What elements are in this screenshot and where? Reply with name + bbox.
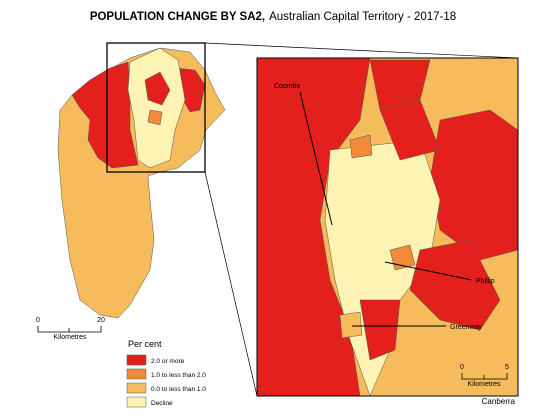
scale-unit: Kilometres [467, 381, 501, 388]
region [349, 134, 373, 159]
legend-title: Per cent [128, 339, 162, 349]
scale-unit: Kilometres [53, 334, 87, 341]
leader-line [384, 261, 473, 281]
place-label: Coombs [274, 83, 301, 90]
leader-line [299, 91, 333, 226]
main-map [57, 47, 226, 319]
scale-line [37, 326, 102, 333]
region [144, 71, 171, 106]
region [359, 299, 401, 361]
connector [204, 171, 258, 397]
legend-label: 2.0 or more [151, 358, 185, 365]
scale-end: 20 [97, 317, 105, 324]
region [147, 109, 163, 126]
legend-swatch [126, 382, 147, 394]
scale-start: 0 [36, 317, 40, 324]
scale-start: 0 [460, 364, 464, 371]
map-title: POPULATION CHANGE BY SA2, Australian Capi… [90, 11, 456, 23]
source-place: Canberra [482, 397, 516, 406]
legend-swatch [126, 396, 147, 408]
inset-map [256, 57, 519, 397]
legend-swatch [126, 354, 147, 366]
legend: Per cent 2.0 or more 1.0 to less than 2.0… [126, 339, 206, 408]
region [71, 61, 139, 169]
scale-bar: 0 20 Kilometres [36, 317, 105, 341]
place-label: Greenway [450, 324, 482, 331]
region [127, 47, 186, 169]
scale-end: 5 [505, 364, 509, 371]
legend-label: Decline [151, 400, 173, 407]
title-bold: POPULATION CHANGE BY SA2, [90, 11, 265, 23]
connector [204, 42, 519, 59]
region [339, 311, 363, 339]
region [409, 239, 501, 331]
region [379, 99, 441, 161]
inset-frame [256, 57, 519, 397]
place-label: Phillip [476, 278, 495, 285]
inset-extent [106, 42, 206, 173]
legend-label: 0.0 to less than 1.0 [151, 386, 206, 393]
legend-swatch [126, 368, 147, 380]
legend-label: 1.0 to less than 2.0 [151, 372, 206, 379]
scale-line [461, 373, 508, 380]
scale-bar: 0 5 Kilometres [460, 364, 509, 388]
title-rest: Australian Capital Territory - 2017-18 [269, 11, 456, 23]
